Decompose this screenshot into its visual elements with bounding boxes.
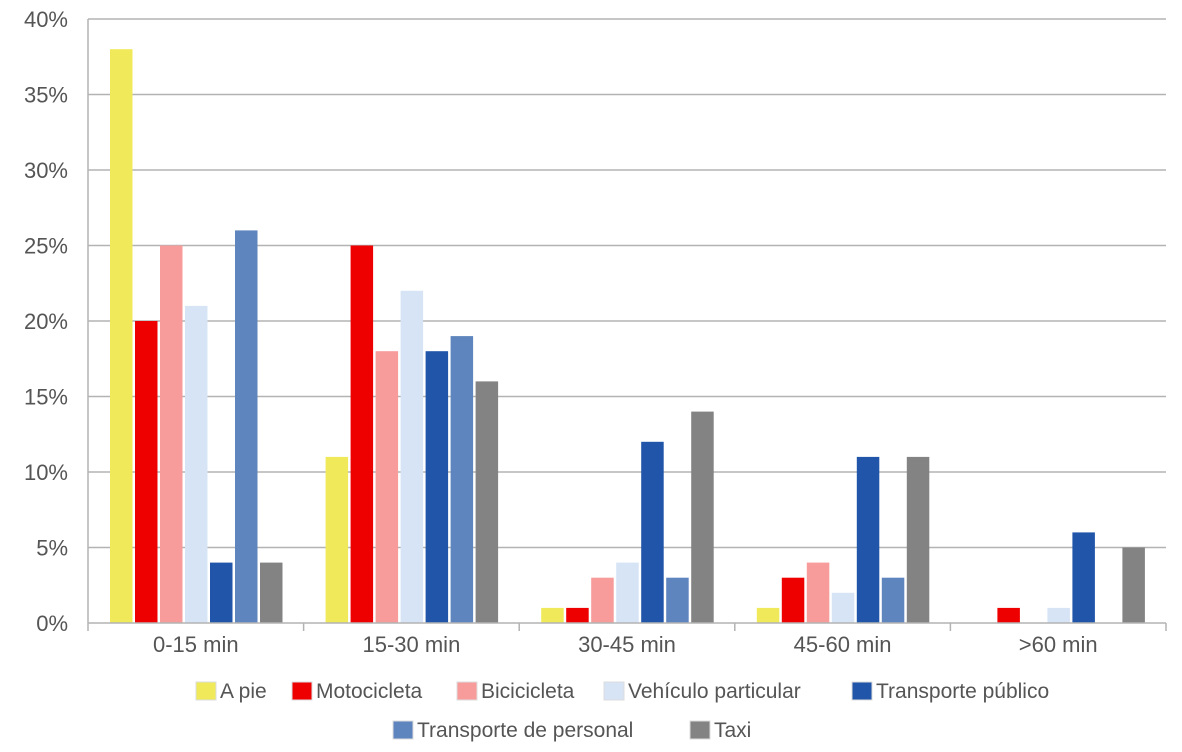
bar	[235, 230, 258, 623]
bar	[110, 49, 133, 623]
bar	[475, 381, 499, 623]
y-axis-tick-labels: 0% 5% 10% 15% 20% 25% 30% 35% 40%	[24, 7, 68, 636]
legend-item: A pie	[195, 680, 267, 703]
legend-swatch	[291, 681, 313, 701]
bar	[806, 562, 830, 623]
bar	[856, 456, 880, 623]
bar	[756, 607, 780, 623]
legend-swatch	[456, 681, 478, 701]
y-tick-label: 20%	[24, 309, 68, 334]
y-tick-label: 25%	[24, 234, 68, 259]
x-axis	[87, 19, 1167, 631]
x-tick-label: 45-60 min	[794, 632, 892, 657]
bar	[691, 411, 714, 623]
bar	[1122, 547, 1145, 623]
x-tick-label: 30-45 min	[578, 632, 676, 657]
legend-item: Transporte de personal	[392, 719, 633, 742]
y-tick-label: 40%	[24, 7, 68, 32]
bar	[325, 456, 349, 623]
y-tick-label: 35%	[24, 83, 68, 108]
y-tick-label: 5%	[36, 536, 68, 561]
bar	[450, 336, 474, 623]
bar	[541, 607, 564, 623]
x-tick-label: 15-30 min	[362, 632, 460, 657]
legend-item: Bicicicleta	[456, 680, 575, 703]
bar	[160, 245, 183, 623]
y-tick-label: 30%	[24, 158, 68, 183]
bar	[135, 321, 158, 623]
bar	[375, 351, 399, 623]
legend-item: Taxi	[689, 719, 751, 742]
bar	[210, 562, 233, 623]
bar	[185, 305, 208, 623]
bar	[997, 607, 1020, 623]
legend-label: Transporte público	[876, 680, 1049, 703]
bar	[831, 592, 855, 623]
legend-label: Transporte de personal	[417, 719, 633, 742]
legend-swatch	[851, 681, 873, 701]
legend-swatch	[195, 681, 217, 701]
bar	[1047, 607, 1070, 623]
bar	[566, 607, 589, 623]
bar	[260, 562, 283, 623]
bar	[616, 562, 639, 623]
x-tick-label: 0-15 min	[153, 632, 239, 657]
legend-item: Transporte público	[851, 680, 1049, 703]
bar	[425, 351, 449, 623]
x-tick-label: >60 min	[1019, 632, 1098, 657]
legend-item: Motocicleta	[291, 680, 423, 703]
y-tick-label: 15%	[24, 385, 68, 410]
legend-item: Vehículo particular	[603, 680, 801, 703]
legend-label: Bicicicleta	[481, 680, 575, 703]
bar	[781, 577, 805, 623]
legend-label: Motocicleta	[316, 680, 423, 703]
legend-swatch	[392, 720, 414, 740]
bar	[906, 456, 930, 623]
gridlines	[88, 18, 1166, 549]
bar	[881, 577, 905, 623]
legend-swatch	[603, 681, 625, 701]
legend-swatch	[689, 720, 711, 740]
bar	[350, 245, 374, 623]
legend: A pie Motocicleta Bicicicleta Vehículo part…	[195, 680, 1049, 742]
legend-label: A pie	[220, 680, 267, 703]
legend-label: Vehículo particular	[628, 680, 801, 703]
bar	[591, 577, 614, 623]
legend-label: Taxi	[714, 719, 751, 742]
x-axis-tick-labels: 0-15 min 15-30 min 30-45 min 45-60 min >60 m…	[153, 632, 1098, 657]
y-tick-label: 10%	[24, 460, 68, 485]
bars	[110, 49, 1145, 623]
bar	[400, 290, 424, 623]
bar	[666, 577, 689, 623]
bar	[1072, 532, 1095, 623]
bar	[641, 441, 664, 623]
y-tick-label: 0%	[36, 611, 68, 636]
